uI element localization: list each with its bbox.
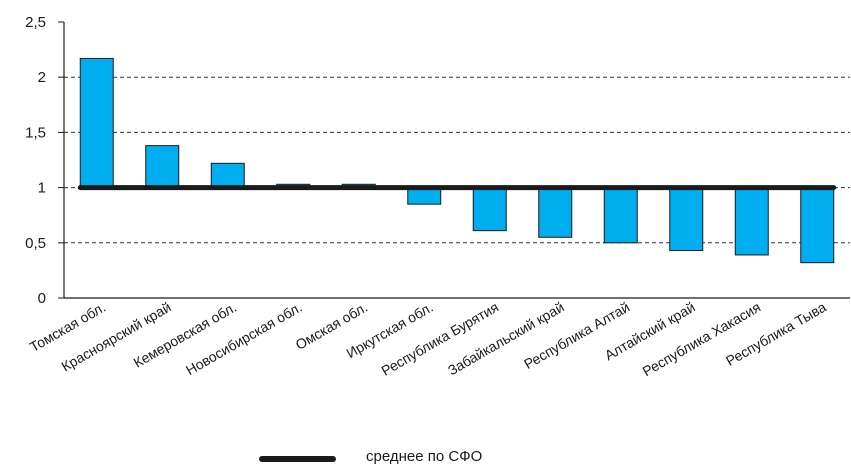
y-tick-label: 0 <box>38 290 46 307</box>
bar <box>210 162 245 189</box>
bar <box>669 187 704 252</box>
x-tick-label: Красноярский край <box>59 299 174 375</box>
y-tick-label: 1 <box>38 180 46 197</box>
y-tick-label: 2,5 <box>25 14 46 31</box>
y-tick-label: 1,5 <box>25 124 46 141</box>
y-tick-label: 0,5 <box>25 235 46 252</box>
y-tick-labels: 0 0,5 1 1,5 2 2,5 <box>25 14 46 307</box>
x-tick-label: Республика Хакасия <box>640 299 764 380</box>
bar <box>800 187 835 264</box>
x-tick-label: Забайкальский край <box>445 299 567 379</box>
legend: среднее по СФО <box>259 448 482 464</box>
bar <box>734 187 769 256</box>
legend-average-label: среднее по СФО <box>366 448 482 464</box>
x-tick-labels: Томская обл.Красноярский крайКемеровская… <box>27 299 829 380</box>
bar <box>603 187 638 244</box>
bar <box>538 187 573 238</box>
axes-layer <box>58 21 850 299</box>
x-tick-label: Новосибирская обл. <box>183 299 305 379</box>
grid-layer <box>64 76 850 244</box>
bar <box>472 187 507 232</box>
bar <box>145 145 180 189</box>
x-tick-label: Республика Бурятия <box>379 299 502 379</box>
bar <box>79 57 114 189</box>
y-tick-label: 2 <box>38 69 46 86</box>
bars-layer <box>79 57 835 264</box>
